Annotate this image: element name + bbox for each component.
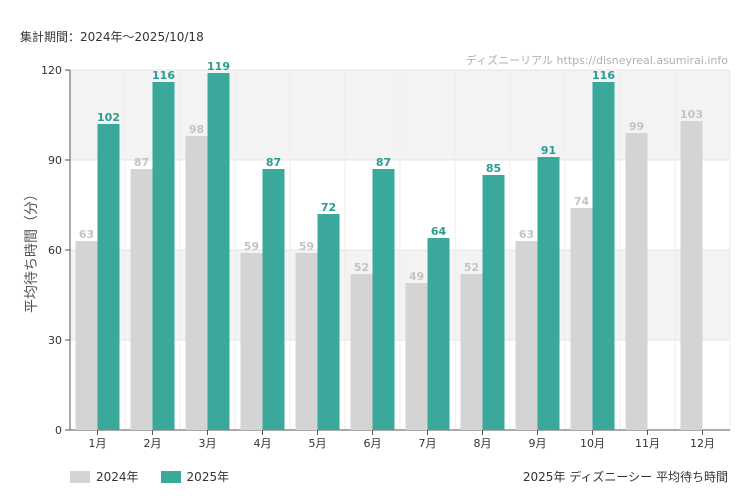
y-tick-label: 60 bbox=[48, 244, 62, 257]
x-tick-label: 8月 bbox=[474, 437, 492, 450]
bar-2024 bbox=[570, 208, 593, 430]
x-tick-label: 11月 bbox=[635, 437, 660, 450]
x-tick-label: 10月 bbox=[580, 437, 605, 450]
x-tick-label: 9月 bbox=[529, 437, 547, 450]
y-axis-label: 平均待ち時間（分） bbox=[24, 187, 40, 313]
x-tick-label: 3月 bbox=[199, 437, 217, 450]
data-label-2024: 59 bbox=[299, 240, 314, 253]
data-label-2024: 103 bbox=[680, 108, 703, 121]
data-label-2024: 59 bbox=[244, 240, 259, 253]
watermark: ディズニーリアル https://disneyreal.asumirai.inf… bbox=[465, 54, 728, 67]
y-tick-label: 90 bbox=[48, 154, 62, 167]
bar-2025 bbox=[592, 82, 615, 430]
legend: 2024年 2025年 bbox=[70, 468, 229, 485]
bar-2025 bbox=[262, 169, 285, 430]
legend-swatch-2024 bbox=[70, 470, 90, 483]
data-label-2025: 72 bbox=[321, 201, 336, 214]
data-label-2025: 119 bbox=[207, 60, 230, 73]
x-tick-label: 12月 bbox=[690, 437, 715, 450]
x-tick-label: 5月 bbox=[309, 437, 327, 450]
data-label-2024: 52 bbox=[464, 261, 479, 274]
data-label-2024: 98 bbox=[189, 123, 204, 136]
legend-swatch-2025 bbox=[160, 470, 181, 483]
bar-2024 bbox=[185, 136, 208, 430]
data-label-2024: 63 bbox=[79, 228, 94, 241]
bar-2024 bbox=[240, 253, 263, 430]
bar-2025 bbox=[207, 73, 230, 430]
x-tick-label: 2月 bbox=[144, 437, 162, 450]
legend-label-2025: 2025年 bbox=[186, 470, 230, 484]
legend-item-2025[interactable]: 2025年 bbox=[160, 468, 230, 485]
y-tick-label: 120 bbox=[41, 64, 62, 77]
bar-2024 bbox=[460, 274, 483, 430]
bar-2025 bbox=[537, 157, 560, 430]
data-label-2024: 49 bbox=[409, 270, 424, 283]
data-label-2025: 116 bbox=[152, 69, 175, 82]
period-label: 集計期間：2024年～2025/10/18 bbox=[20, 30, 204, 44]
data-label-2025: 85 bbox=[486, 162, 501, 175]
data-label-2024: 99 bbox=[629, 120, 644, 133]
bar-2025 bbox=[97, 124, 120, 430]
x-tick-label: 1月 bbox=[89, 437, 107, 450]
bar-2024 bbox=[75, 241, 98, 430]
data-label-2025: 87 bbox=[376, 156, 391, 169]
bar-2024 bbox=[295, 253, 318, 430]
data-label-2025: 102 bbox=[97, 111, 120, 124]
data-label-2025: 64 bbox=[431, 225, 447, 238]
bar-2024 bbox=[680, 121, 703, 430]
bar-2025 bbox=[152, 82, 175, 430]
data-label-2025: 87 bbox=[266, 156, 281, 169]
data-label-2025: 91 bbox=[541, 144, 556, 157]
x-tick-label: 6月 bbox=[364, 437, 382, 450]
bar-2025 bbox=[482, 175, 505, 430]
x-tick-label: 4月 bbox=[254, 437, 272, 450]
bar-2025 bbox=[372, 169, 395, 430]
bar-2024 bbox=[405, 283, 428, 430]
y-tick-label: 30 bbox=[48, 334, 62, 347]
bar-2025 bbox=[317, 214, 340, 430]
x-tick-label: 7月 bbox=[419, 437, 437, 450]
bar-2025 bbox=[427, 238, 450, 430]
legend-label-2024: 2024年 bbox=[96, 470, 139, 484]
data-label-2024: 87 bbox=[134, 156, 149, 169]
chart-footer-title: 2025年 ディズニーシー 平均待ち時間 bbox=[522, 470, 728, 484]
data-label-2024: 52 bbox=[354, 261, 369, 274]
legend-item-2024[interactable]: 2024年 bbox=[70, 468, 139, 485]
bar-2024 bbox=[515, 241, 538, 430]
data-label-2024: 74 bbox=[574, 195, 590, 208]
data-label-2024: 63 bbox=[519, 228, 534, 241]
data-label-2025: 116 bbox=[592, 69, 615, 82]
y-tick-label: 0 bbox=[55, 424, 62, 437]
bar-2024 bbox=[350, 274, 373, 430]
bar-2024 bbox=[625, 133, 648, 430]
bar-2024 bbox=[130, 169, 153, 430]
